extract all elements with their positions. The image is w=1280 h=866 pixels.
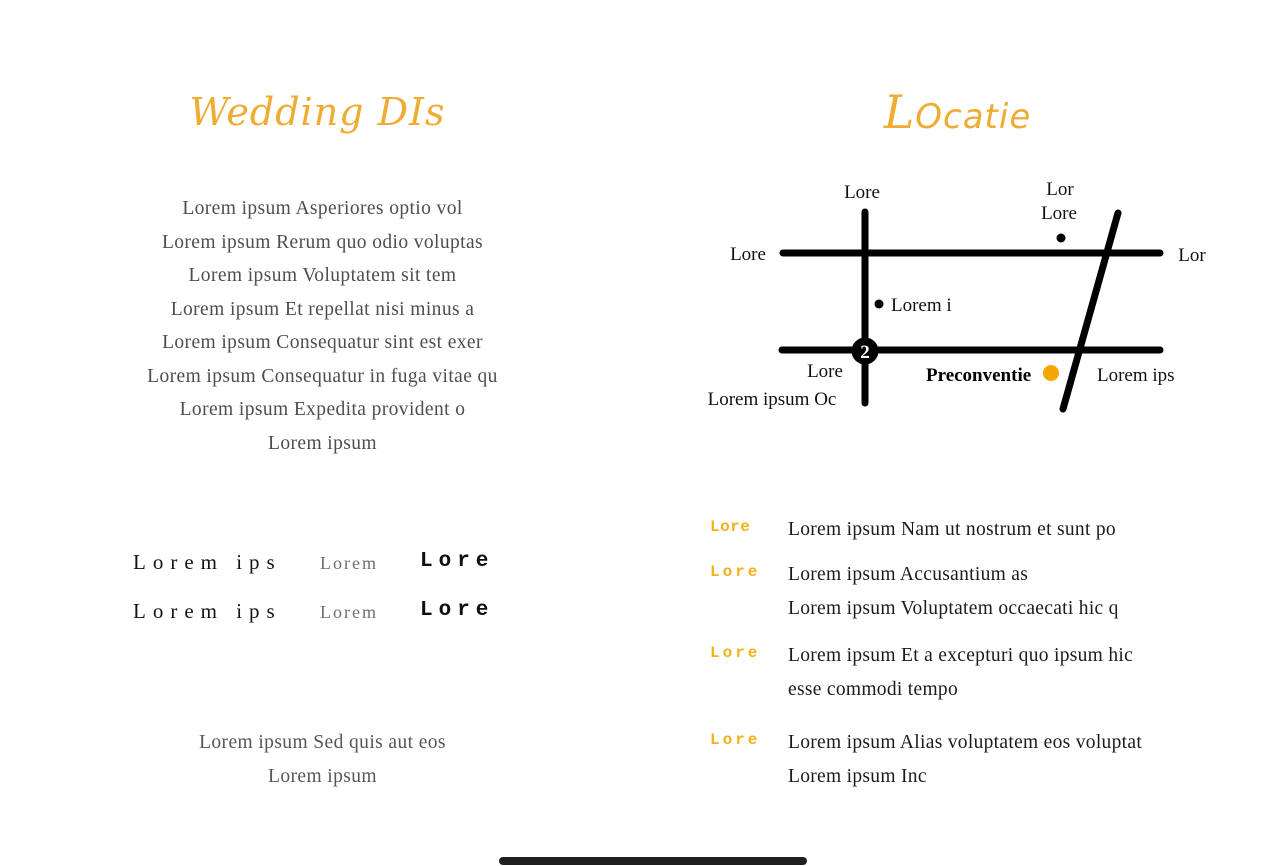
- right-page-title: LOcatie: [700, 84, 1215, 140]
- home-indicator-bar[interactable]: [499, 857, 807, 865]
- list-item-time-label: Lore: [710, 731, 761, 749]
- map-label-west-end: Lore: [730, 244, 766, 265]
- title-rest: Ocatie: [915, 97, 1032, 137]
- list-item-line: Lorem ipsum Voluptatem occaecati hic q: [788, 597, 1119, 619]
- table-cell-time: Lore: [420, 550, 495, 573]
- map-label-south-of-junction: Lore: [807, 361, 843, 382]
- poi-dot-icon: [1056, 233, 1066, 243]
- list-item-text: Lorem ipsum Nam ut nostrum et sunt po: [788, 513, 1116, 547]
- map-label-east-end: Lor: [1178, 245, 1206, 266]
- map-label-northeast-1: Lor: [1046, 179, 1074, 200]
- venue-dot-icon: [1043, 365, 1059, 381]
- map-label-north-street: Lore: [844, 182, 880, 203]
- list-item-line: esse commodi tempo: [788, 678, 959, 700]
- table-cell-name: Lorem ips: [133, 599, 282, 623]
- paragraph-line: Lorem ipsum Consequatur in fuga vitae qu: [147, 365, 498, 387]
- paragraph-line: Lorem ipsum Et repellat nisi minus a: [170, 298, 475, 320]
- table-cell-name: Lorem ips: [133, 550, 282, 574]
- title-initial: L: [883, 85, 916, 139]
- junction-number: 2: [860, 342, 870, 363]
- list-item-line: Lorem ipsum Accusantium as: [788, 564, 1029, 585]
- map-label-venue: Preconventie: [926, 365, 1031, 386]
- map-label-poi-mid: Lorem i: [891, 295, 952, 316]
- diagonal-road-line: [1059, 209, 1122, 413]
- list-item-time-label: Lore: [710, 563, 761, 581]
- left-footer: Lorem ipsum Sed quis aut eos Lorem ipsum: [60, 726, 585, 793]
- paragraph-line: Lorem ipsum: [268, 432, 377, 454]
- list-item-line: Lorem ipsum Inc: [788, 765, 927, 787]
- schedule-table: Lorem ips Lorem Lore Lorem ips Lorem Lor…: [133, 546, 533, 644]
- list-item-line: Lorem ipsum Nam ut nostrum et sunt po: [788, 519, 1116, 540]
- list-item: Lore Lorem ipsum Alias voluptatem eos vo…: [710, 726, 1210, 793]
- paragraph-line: Lorem ipsum Consequatur sint est exer: [162, 332, 483, 353]
- table-row: Lorem ips Lorem Lore: [133, 546, 533, 595]
- poi-dot-icon: [874, 299, 884, 309]
- list-item-text: Lorem ipsum Et a excepturi quo ipsum hic…: [788, 639, 1133, 706]
- footer-line: Lorem ipsum: [268, 765, 377, 787]
- map-label-southeast-street: Lorem ips: [1097, 365, 1175, 386]
- paragraph-line: Lorem ipsum Asperiores optio vol: [182, 198, 463, 219]
- table-row: Lorem ips Lorem Lore: [133, 595, 533, 644]
- list-item: Lore Lorem ipsum Nam ut nostrum et sunt …: [710, 513, 1210, 547]
- list-item-time-label: Lore: [710, 518, 751, 536]
- paragraph-line: Lorem ipsum Expedita provident o: [179, 399, 466, 420]
- list-item-text: Lorem ipsum Accusantium as Lorem ipsum V…: [788, 558, 1119, 625]
- junction-marker-icon: [851, 337, 879, 365]
- list-item-line: Lorem ipsum Alias voluptatem eos volupta…: [788, 732, 1143, 753]
- map-label-northeast-2: Lore: [1041, 203, 1077, 224]
- list-item: Lore Lorem ipsum Et a excepturi quo ipsu…: [710, 639, 1210, 706]
- left-paragraph: Lorem ipsum Asperiores optio vol Lorem i…: [60, 192, 585, 460]
- list-item-time-label: Lore: [710, 644, 761, 662]
- footer-line: Lorem ipsum Sed quis aut eos: [199, 732, 446, 753]
- location-map: Lore Lore Lor Lor Lore Lorem i 2 Lore Lo…: [708, 179, 1206, 413]
- list-item-text: Lorem ipsum Alias voluptatem eos volupta…: [788, 726, 1142, 793]
- list-item: Lore Lorem ipsum Accusantium as Lorem ip…: [710, 558, 1210, 625]
- table-cell-time: Lore: [420, 599, 495, 622]
- left-page-title: Wedding DIs: [189, 90, 446, 134]
- map-label-southwest-street: Lorem ipsum Oc: [708, 389, 837, 410]
- table-cell-detail: Lorem: [320, 553, 378, 573]
- paragraph-line: Lorem ipsum Rerum quo odio voluptas: [161, 231, 484, 253]
- table-cell-detail: Lorem: [320, 602, 378, 622]
- paragraph-line: Lorem ipsum Voluptatem sit tem: [188, 265, 457, 286]
- list-item-line: Lorem ipsum Et a excepturi quo ipsum hic: [788, 645, 1134, 666]
